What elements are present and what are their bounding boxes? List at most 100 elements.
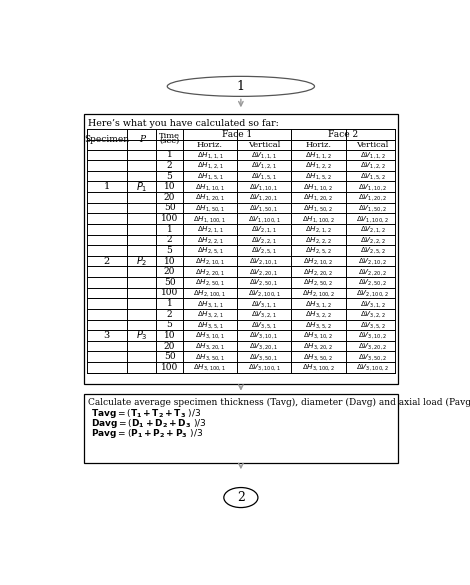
- Text: $\Delta V_{1,5,1}$: $\Delta V_{1,5,1}$: [251, 171, 277, 181]
- Text: $\Delta H_{3,2,1}$: $\Delta H_{3,2,1}$: [196, 309, 223, 319]
- Text: $\Delta V_{2,5,2}$: $\Delta V_{2,5,2}$: [360, 246, 386, 256]
- Text: $\Delta V_{2,2,1}$: $\Delta V_{2,2,1}$: [251, 235, 277, 245]
- Text: $\Delta V_{1,20,2}$: $\Delta V_{1,20,2}$: [358, 192, 387, 202]
- Text: $\Delta H_{3,5,1}$: $\Delta H_{3,5,1}$: [196, 320, 223, 330]
- Text: $\Delta H_{2,100,1}$: $\Delta H_{2,100,1}$: [193, 288, 227, 298]
- Text: $\Delta H_{2,100,2}$: $\Delta H_{2,100,2}$: [302, 288, 335, 298]
- Text: $\Delta V_{2,10,2}$: $\Delta V_{2,10,2}$: [358, 256, 387, 266]
- Text: Calculate average specimen thickness (Tavg), diameter (Davg) and axial load (Pav: Calculate average specimen thickness (Ta…: [88, 398, 470, 407]
- Text: $\Delta V_{1,50,1}$: $\Delta V_{1,50,1}$: [250, 203, 279, 213]
- Text: $\Delta H_{2,50,2}$: $\Delta H_{2,50,2}$: [304, 277, 333, 287]
- Text: $\Delta V_{2,5,1}$: $\Delta V_{2,5,1}$: [251, 246, 277, 256]
- Text: $\Delta H_{2,10,2}$: $\Delta H_{2,10,2}$: [304, 256, 333, 266]
- Text: $\Delta H_{1,5,1}$: $\Delta H_{1,5,1}$: [196, 171, 223, 181]
- Text: $\Delta V_{3,5,2}$: $\Delta V_{3,5,2}$: [360, 320, 386, 330]
- Text: $\Delta H_{3,2,2}$: $\Delta H_{3,2,2}$: [305, 309, 332, 319]
- Text: $\Delta H_{2,2,2}$: $\Delta H_{2,2,2}$: [305, 235, 332, 245]
- Text: $\Delta V_{3,2,2}$: $\Delta V_{3,2,2}$: [360, 309, 386, 319]
- Text: 2: 2: [237, 491, 245, 504]
- Text: 5: 5: [167, 321, 172, 329]
- Text: $\Delta V_{3,10,2}$: $\Delta V_{3,10,2}$: [358, 331, 387, 340]
- Text: $\Delta V_{1,10,2}$: $\Delta V_{1,10,2}$: [358, 182, 387, 192]
- Text: $\Delta H_{1,1,2}$: $\Delta H_{1,1,2}$: [305, 150, 332, 160]
- Text: $\Delta H_{1,10,2}$: $\Delta H_{1,10,2}$: [304, 182, 333, 192]
- Text: $\Delta V_{1,1,1}$: $\Delta V_{1,1,1}$: [251, 150, 277, 160]
- Text: 50: 50: [164, 278, 175, 287]
- Ellipse shape: [224, 487, 258, 508]
- Text: $\Delta V_{2,100,1}$: $\Delta V_{2,100,1}$: [248, 288, 281, 298]
- Text: $\Delta V_{1,2,2}$: $\Delta V_{1,2,2}$: [360, 160, 386, 170]
- Text: $\Delta H_{3,100,2}$: $\Delta H_{3,100,2}$: [302, 362, 335, 372]
- Text: $\Delta V_{2,10,1}$: $\Delta V_{2,10,1}$: [250, 256, 279, 266]
- Text: $\Delta V_{3,5,1}$: $\Delta V_{3,5,1}$: [251, 320, 277, 330]
- Text: $\Delta H_{3,20,2}$: $\Delta H_{3,20,2}$: [304, 341, 333, 351]
- Text: $\Delta V_{1,100,2}$: $\Delta V_{1,100,2}$: [356, 214, 389, 223]
- Text: $\Delta H_{1,20,1}$: $\Delta H_{1,20,1}$: [195, 192, 225, 202]
- Text: $\Delta V_{3,1,2}$: $\Delta V_{3,1,2}$: [360, 298, 386, 308]
- Text: $\Delta H_{3,10,2}$: $\Delta H_{3,10,2}$: [304, 331, 333, 340]
- Text: $\Delta H_{3,10,1}$: $\Delta H_{3,10,1}$: [195, 331, 225, 340]
- Text: $\Delta H_{3,1,2}$: $\Delta H_{3,1,2}$: [305, 298, 332, 308]
- Text: $\Delta V_{3,100,2}$: $\Delta V_{3,100,2}$: [356, 362, 389, 372]
- Text: 20: 20: [164, 342, 175, 350]
- Text: 10: 10: [164, 182, 175, 191]
- Text: $\Delta H_{2,1,1}$: $\Delta H_{2,1,1}$: [196, 224, 223, 234]
- Text: $\Delta V_{1,20,1}$: $\Delta V_{1,20,1}$: [250, 192, 279, 202]
- Bar: [84, 394, 398, 463]
- Text: $\Delta V_{3,100,1}$: $\Delta V_{3,100,1}$: [248, 362, 281, 372]
- Text: $\Delta H_{1,2,2}$: $\Delta H_{1,2,2}$: [305, 160, 332, 170]
- Text: $\Delta H_{2,2,1}$: $\Delta H_{2,2,1}$: [196, 235, 223, 245]
- Text: $\Delta H_{1,2,1}$: $\Delta H_{1,2,1}$: [196, 160, 223, 170]
- Text: $\Delta V_{1,2,1}$: $\Delta V_{1,2,1}$: [251, 160, 277, 170]
- Text: $\Delta V_{1,1,2}$: $\Delta V_{1,1,2}$: [360, 150, 386, 160]
- Text: $\Delta V_{2,20,2}$: $\Delta V_{2,20,2}$: [358, 267, 387, 277]
- Text: $\Delta V_{3,20,2}$: $\Delta V_{3,20,2}$: [358, 341, 387, 351]
- Text: $\Delta H_{3,20,1}$: $\Delta H_{3,20,1}$: [195, 341, 225, 351]
- Text: 1: 1: [167, 225, 172, 233]
- Text: Face 2: Face 2: [328, 130, 358, 139]
- Text: $\Delta H_{2,20,2}$: $\Delta H_{2,20,2}$: [304, 267, 333, 277]
- Text: $\Delta H_{1,100,2}$: $\Delta H_{1,100,2}$: [302, 214, 335, 223]
- Text: $P_3$: $P_3$: [136, 329, 148, 342]
- Text: $\Delta V_{2,100,2}$: $\Delta V_{2,100,2}$: [356, 288, 389, 298]
- Text: 50: 50: [164, 352, 175, 361]
- Text: $\Delta V_{3,50,2}$: $\Delta V_{3,50,2}$: [358, 352, 387, 362]
- Text: $\Delta V_{3,50,1}$: $\Delta V_{3,50,1}$: [250, 352, 279, 362]
- Text: $\Delta V_{3,1,1}$: $\Delta V_{3,1,1}$: [251, 298, 277, 308]
- Text: 1: 1: [167, 150, 172, 159]
- Text: $\Delta H_{1,10,1}$: $\Delta H_{1,10,1}$: [195, 182, 225, 192]
- Text: $P_1$: $P_1$: [136, 180, 148, 194]
- Text: 3: 3: [104, 331, 110, 340]
- Text: $P_2$: $P_2$: [136, 254, 148, 268]
- Text: $\Delta H_{3,50,1}$: $\Delta H_{3,50,1}$: [195, 352, 225, 362]
- Text: $\mathbf{Tavg} = ( \mathbf{T_1 + T_2 + T_3}\ ) / 3$: $\mathbf{Tavg} = ( \mathbf{T_1 + T_2 + T…: [91, 407, 202, 420]
- Text: $\Delta H_{2,50,1}$: $\Delta H_{2,50,1}$: [195, 277, 225, 287]
- Text: $\Delta V_{2,1,1}$: $\Delta V_{2,1,1}$: [251, 224, 277, 234]
- Text: $\Delta H_{1,100,1}$: $\Delta H_{1,100,1}$: [193, 214, 227, 223]
- Text: $\Delta H_{1,5,2}$: $\Delta H_{1,5,2}$: [305, 171, 332, 181]
- Text: $\Delta H_{2,10,1}$: $\Delta H_{2,10,1}$: [195, 256, 225, 266]
- Text: $\Delta V_{3,10,1}$: $\Delta V_{3,10,1}$: [250, 331, 279, 340]
- Text: $\Delta H_{1,50,1}$: $\Delta H_{1,50,1}$: [195, 203, 225, 213]
- Text: 10: 10: [164, 257, 175, 266]
- Text: 100: 100: [161, 363, 178, 372]
- Text: Horiz.: Horiz.: [306, 141, 331, 149]
- Text: Here’s what you have calculated so far:: Here’s what you have calculated so far:: [88, 119, 279, 128]
- Text: Face 1: Face 1: [222, 130, 252, 139]
- Text: $\Delta H_{3,5,2}$: $\Delta H_{3,5,2}$: [305, 320, 332, 330]
- Bar: [84, 114, 398, 384]
- Text: 10: 10: [164, 331, 175, 340]
- Text: 2: 2: [104, 257, 110, 266]
- Text: 20: 20: [164, 193, 175, 202]
- Text: $\Delta H_{1,20,2}$: $\Delta H_{1,20,2}$: [304, 192, 333, 202]
- Text: $\Delta V_{1,10,1}$: $\Delta V_{1,10,1}$: [250, 182, 279, 192]
- Text: Horiz.: Horiz.: [197, 141, 223, 149]
- Text: $\mathbf{Davg} = ( \mathbf{D_1 + D_2 + D_3}\ ) / 3$: $\mathbf{Davg} = ( \mathbf{D_1 + D_2 + D…: [91, 417, 207, 430]
- Text: 2: 2: [167, 309, 172, 319]
- Text: $\Delta V_{2,50,2}$: $\Delta V_{2,50,2}$: [358, 277, 387, 287]
- Text: $\Delta H_{3,1,1}$: $\Delta H_{3,1,1}$: [196, 298, 223, 308]
- Text: $\Delta V_{1,50,2}$: $\Delta V_{1,50,2}$: [358, 203, 387, 213]
- Text: 100: 100: [161, 288, 178, 297]
- Text: $\Delta H_{3,50,2}$: $\Delta H_{3,50,2}$: [304, 352, 333, 362]
- Text: Vertical: Vertical: [356, 141, 389, 149]
